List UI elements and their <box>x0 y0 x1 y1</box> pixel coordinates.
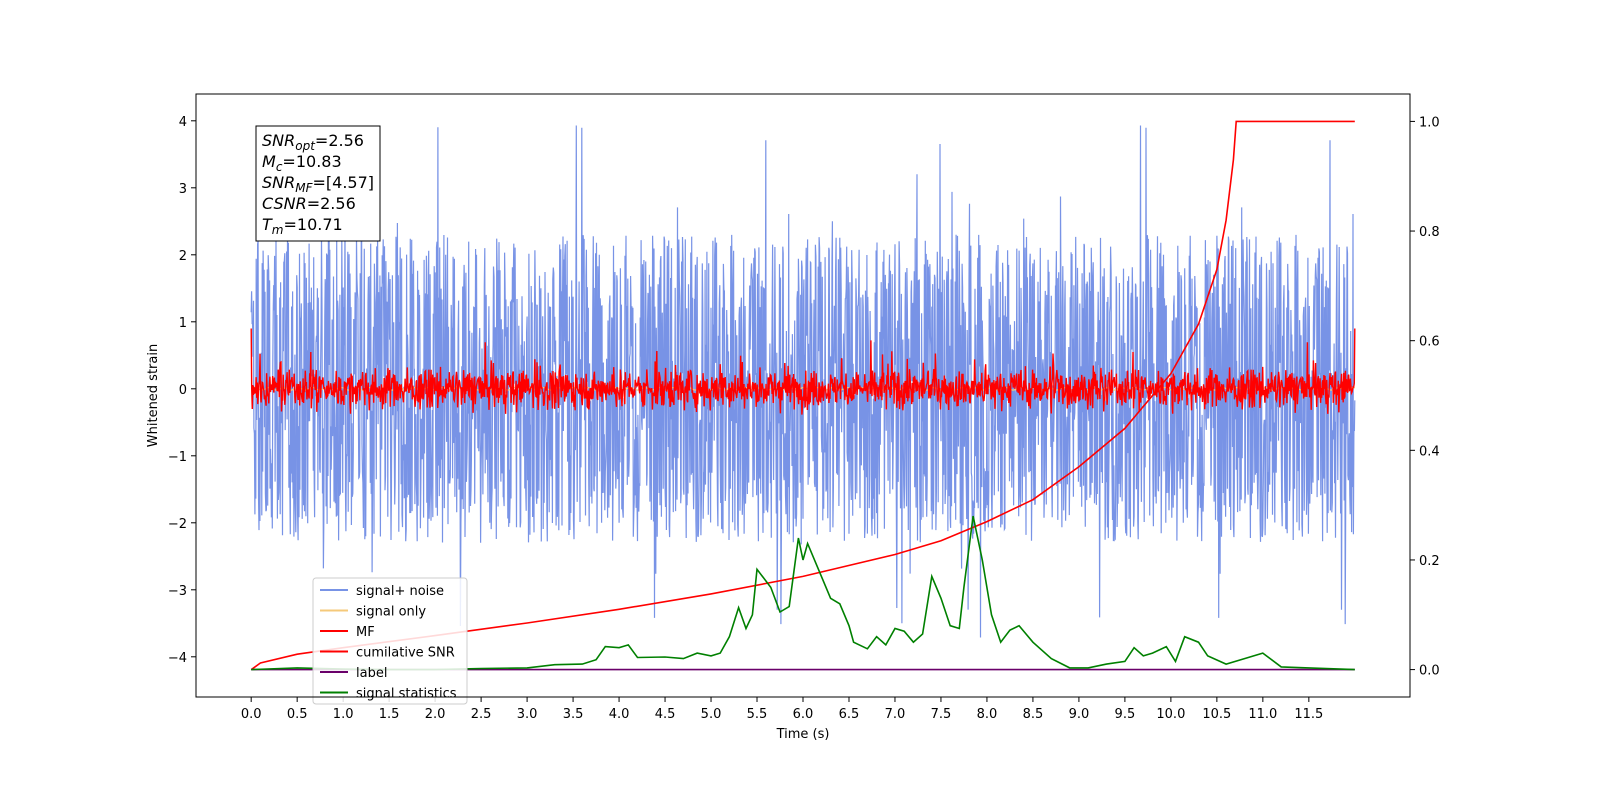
plot-frame <box>195 93 1411 698</box>
x-tick-label: 4.5 <box>655 707 676 722</box>
legend-frame <box>312 577 468 705</box>
x-axis: 0.0 0.5 1.0 1.5 2.0 2.5 3.0 3.5 4.0 4.5 5.0 5.5 6.0 6… <box>241 697 1323 722</box>
x-tick-label: 6.5 <box>839 707 860 722</box>
legend-label: signal+ noise <box>356 584 444 599</box>
series-signal-noise <box>250 125 1356 638</box>
x-tick-label: 1.5 <box>379 707 400 722</box>
stats-line: SNRopt=2.56 <box>262 131 364 153</box>
x-tick-label: 5.0 <box>701 707 722 722</box>
y-axis-label: Whitened strain <box>146 344 161 447</box>
legend-label: cumilative SNR <box>356 646 455 661</box>
x-tick-label: 3.0 <box>517 707 538 722</box>
stats-line: CSNR=2.56 <box>262 194 356 213</box>
stats-line: Tm=10.71 <box>262 215 343 237</box>
x-tick-label: 3.5 <box>563 707 584 722</box>
y-axis-right: 1.0 0.8 0.6 0.4 0.2 0.0 <box>1410 115 1440 679</box>
x-tick-label: 0.5 <box>287 707 308 722</box>
x-tick-label: 5.5 <box>747 707 768 722</box>
y-tick-label: 4 <box>179 115 187 130</box>
y2-tick-label: 1.0 <box>1419 115 1440 130</box>
x-tick-label: 2.5 <box>471 707 492 722</box>
x-tick-label: 10.0 <box>1156 707 1185 722</box>
x-tick-label: 6.0 <box>793 707 814 722</box>
legend-label: MF <box>356 625 375 640</box>
x-axis-label: Time (s) <box>776 727 830 742</box>
y2-tick-label: 0.6 <box>1419 335 1440 350</box>
x-tick-label: 10.5 <box>1202 707 1231 722</box>
y2-tick-label: 0.0 <box>1419 664 1440 679</box>
y-tick-label: −1 <box>168 450 187 465</box>
y2-tick-label: 0.8 <box>1419 225 1440 240</box>
y-tick-label: −3 <box>168 584 187 599</box>
y2-tick-label: 0.2 <box>1419 554 1440 569</box>
y2-tick-label: 0.4 <box>1419 444 1440 459</box>
x-tick-label: 8.0 <box>977 707 998 722</box>
legend-label: signal statistics <box>356 687 457 702</box>
y-tick-label: 2 <box>179 249 187 264</box>
x-tick-label: 2.0 <box>425 707 446 722</box>
series-signal-statistics <box>251 515 1355 671</box>
y-tick-label: 1 <box>179 316 187 331</box>
x-tick-label: 7.0 <box>885 707 906 722</box>
y-tick-label: 3 <box>179 182 187 197</box>
x-tick-label: 1.0 <box>333 707 354 722</box>
stats-box-frame <box>255 125 381 242</box>
x-tick-label: 8.5 <box>1023 707 1044 722</box>
y-tick-label: −4 <box>168 651 187 666</box>
x-tick-label: 0.0 <box>241 707 262 722</box>
x-tick-label: 9.0 <box>1069 707 1090 722</box>
x-tick-label: 11.5 <box>1294 707 1323 722</box>
stats-line: Mc=10.83 <box>262 152 342 174</box>
legend: signal+ noise signal only MF cumilative SNR… <box>312 577 468 705</box>
x-tick-label: 7.5 <box>931 707 952 722</box>
legend-label: label <box>356 666 387 681</box>
stats-box: SNRopt=2.56Mc=10.83SNRMF=[4.57]CSNR=2.56… <box>255 125 381 242</box>
x-tick-label: 11.0 <box>1248 707 1277 722</box>
x-tick-label: 9.5 <box>1115 707 1136 722</box>
stats-line: SNRMF=[4.57] <box>262 173 374 195</box>
y-axis-left: 4 3 2 1 0 −1 −2 −3 −4 <box>168 115 196 666</box>
series-mf <box>250 328 1356 415</box>
x-tick-label: 4.0 <box>609 707 630 722</box>
y-tick-label: 0 <box>179 383 187 398</box>
y-tick-label: −2 <box>168 517 187 532</box>
legend-label: signal only <box>356 605 426 620</box>
